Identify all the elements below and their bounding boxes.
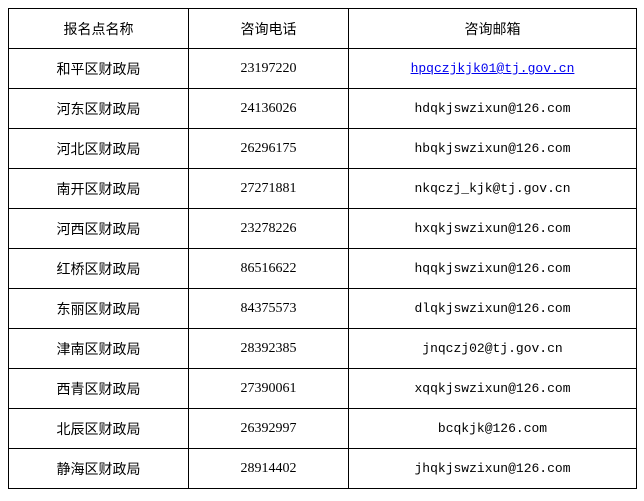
table-row: 和平区财政局23197220 hpqczjkjk01@tj.gov.cn — [9, 49, 637, 89]
cell-phone: 86516622 — [189, 249, 349, 289]
cell-name: 北辰区财政局 — [9, 409, 189, 449]
registration-table: 报名点名称 咨询电话 咨询邮箱 和平区财政局23197220 hpqczjkjk0… — [8, 8, 637, 489]
cell-name: 河北区财政局 — [9, 129, 189, 169]
cell-email: hpqczjkjk01@tj.gov.cn — [349, 49, 637, 89]
header-phone: 咨询电话 — [189, 9, 349, 49]
cell-name: 河东区财政局 — [9, 89, 189, 129]
cell-name: 西青区财政局 — [9, 369, 189, 409]
table-row: 南开区财政局27271881nkqczj_kjk@tj.gov.cn — [9, 169, 637, 209]
cell-phone: 26296175 — [189, 129, 349, 169]
cell-name: 和平区财政局 — [9, 49, 189, 89]
cell-email: hqqkjswzixun@126.com — [349, 249, 637, 289]
header-email: 咨询邮箱 — [349, 9, 637, 49]
cell-phone: 27390061 — [189, 369, 349, 409]
cell-phone: 28914402 — [189, 449, 349, 489]
cell-phone: 23197220 — [189, 49, 349, 89]
cell-phone: 28392385 — [189, 329, 349, 369]
cell-name: 静海区财政局 — [9, 449, 189, 489]
table-row: 津南区财政局28392385jnqczj02@tj.gov.cn — [9, 329, 637, 369]
cell-name: 河西区财政局 — [9, 209, 189, 249]
header-name: 报名点名称 — [9, 9, 189, 49]
cell-name: 红桥区财政局 — [9, 249, 189, 289]
table-row: 红桥区财政局86516622hqqkjswzixun@126.com — [9, 249, 637, 289]
cell-name: 津南区财政局 — [9, 329, 189, 369]
cell-email: dlqkjswzixun@126.com — [349, 289, 637, 329]
cell-name: 东丽区财政局 — [9, 289, 189, 329]
table-row: 河西区财政局23278226hxqkjswzixun@126.com — [9, 209, 637, 249]
cell-email: nkqczj_kjk@tj.gov.cn — [349, 169, 637, 209]
cell-phone: 23278226 — [189, 209, 349, 249]
cell-email: bcqkjk@126.com — [349, 409, 637, 449]
cell-email: xqqkjswzixun@126.com — [349, 369, 637, 409]
cell-email: hdqkjswzixun@126.com — [349, 89, 637, 129]
table-row: 河北区财政局26296175hbqkjswzixun@126.com — [9, 129, 637, 169]
cell-phone: 27271881 — [189, 169, 349, 209]
table-row: 西青区财政局27390061xqqkjswzixun@126.com — [9, 369, 637, 409]
cell-email: jhqkjswzixun@126.com — [349, 449, 637, 489]
cell-email: jnqczj02@tj.gov.cn — [349, 329, 637, 369]
cell-email: hxqkjswzixun@126.com — [349, 209, 637, 249]
table-row: 北辰区财政局26392997bcqkjk@126.com — [9, 409, 637, 449]
cell-phone: 24136026 — [189, 89, 349, 129]
table-header-row: 报名点名称 咨询电话 咨询邮箱 — [9, 9, 637, 49]
table-row: 静海区财政局28914402jhqkjswzixun@126.com — [9, 449, 637, 489]
cell-email: hbqkjswzixun@126.com — [349, 129, 637, 169]
cell-name: 南开区财政局 — [9, 169, 189, 209]
email-link[interactable]: hpqczjkjk01@tj.gov.cn — [411, 61, 575, 76]
cell-phone: 26392997 — [189, 409, 349, 449]
table-row: 河东区财政局24136026hdqkjswzixun@126.com — [9, 89, 637, 129]
table-row: 东丽区财政局84375573dlqkjswzixun@126.com — [9, 289, 637, 329]
cell-phone: 84375573 — [189, 289, 349, 329]
